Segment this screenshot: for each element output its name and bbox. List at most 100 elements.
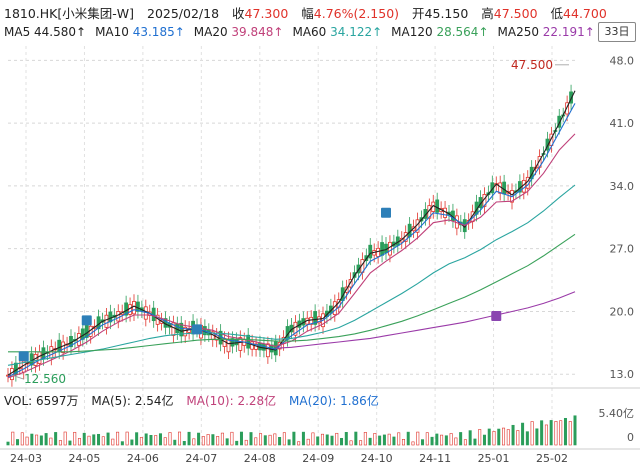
- volume-bar: [421, 439, 425, 446]
- volume-bar: [497, 428, 501, 446]
- volume-bar: [44, 433, 48, 446]
- volume-bar: [459, 432, 463, 446]
- volume-bar: [39, 435, 43, 446]
- candle-body: [238, 337, 243, 351]
- volume-bar: [82, 432, 86, 446]
- volume-bar: [282, 432, 286, 446]
- vol-ma5-label: MA(5):: [91, 394, 131, 408]
- volume-bar: [6, 441, 10, 446]
- volume-bar: [382, 434, 386, 446]
- volume-bar: [363, 432, 367, 446]
- volume-bar: [211, 434, 215, 446]
- vol-ma20-label: MA(20):: [289, 394, 337, 408]
- volume-bar: [111, 438, 115, 446]
- volume-bar: [430, 436, 434, 446]
- volume-bar: [116, 431, 120, 446]
- volume-bar: [473, 438, 477, 446]
- volume-bar: [535, 428, 539, 446]
- volume-bar: [435, 433, 439, 446]
- x-tick-label: 24-06: [127, 452, 159, 465]
- volume-bar: [368, 437, 372, 446]
- x-tick-label: 25-01: [478, 452, 510, 465]
- ma-legend-label: MA120: [391, 25, 437, 39]
- volume-bar: [344, 432, 348, 446]
- volume-bar: [397, 432, 401, 446]
- high-value: 47.500: [493, 6, 538, 21]
- candle-body: [171, 322, 176, 336]
- volume-bar: [349, 440, 353, 446]
- volume-bar: [144, 433, 148, 446]
- volume-bar: [468, 430, 472, 446]
- volume-bar: [387, 433, 391, 446]
- candle-body: [356, 264, 361, 274]
- volume-legend: VOL: 6597万 MA(5): 2.54亿 MA(10): 2.28亿 MA…: [4, 392, 379, 409]
- volume-bar: [549, 420, 553, 446]
- volume-bar: [540, 420, 544, 446]
- candle-body: [37, 351, 42, 364]
- volume-bar: [158, 433, 162, 446]
- volume-bar: [287, 439, 291, 446]
- x-tick-label: 24-10: [361, 452, 393, 465]
- candle-body: [76, 333, 81, 346]
- volume-bar: [130, 439, 134, 446]
- volume-bar: [416, 431, 420, 446]
- candle-body: [183, 326, 188, 337]
- volume-bar: [259, 433, 263, 446]
- volume-bar: [197, 432, 201, 446]
- volume-bar: [316, 436, 320, 446]
- volume-bar: [411, 441, 415, 446]
- volume-bar: [320, 433, 324, 446]
- volume-bar: [35, 434, 39, 446]
- volume-bar: [254, 437, 258, 446]
- volume-bar: [449, 433, 453, 446]
- candle-body: [569, 91, 573, 104]
- volume-bar: [154, 435, 158, 446]
- volume-bar: [511, 424, 515, 446]
- vol-ma10-value: 2.28亿: [237, 394, 277, 408]
- vol-ma5-value: 2.54亿: [134, 394, 174, 408]
- vol-label: VOL:: [4, 394, 33, 408]
- volume-bar: [311, 432, 315, 446]
- volume-bar: [25, 436, 29, 446]
- volume-bar: [163, 437, 167, 446]
- volume-bar: [516, 430, 520, 446]
- volume-bar: [425, 432, 429, 446]
- candle-body: [435, 199, 440, 213]
- volume-bar: [325, 434, 329, 446]
- candle-body: [104, 314, 109, 328]
- ma-legend-label: MA5: [4, 25, 35, 39]
- stock-symbol: 1810.HK[小米集团-W]: [4, 6, 135, 21]
- low-value: 44.700: [563, 6, 607, 21]
- vol-ma20-value: 1.86亿: [340, 394, 379, 408]
- candle-body: [380, 242, 384, 256]
- volume-bar: [187, 431, 191, 446]
- vol-value: 6597万: [36, 394, 79, 408]
- close-label: 收: [232, 6, 245, 21]
- volume-bar: [568, 421, 572, 446]
- volume-bar: [16, 439, 20, 446]
- ma-legend-value: 34.122↑: [330, 25, 383, 39]
- y-tick-label: 34.0: [610, 180, 635, 193]
- volume-bar: [502, 427, 506, 446]
- volume-bar: [230, 431, 234, 446]
- candle-body: [388, 241, 392, 256]
- volume-bar: [273, 433, 277, 446]
- candle-body: [179, 322, 184, 337]
- volume-bar: [278, 436, 282, 446]
- candle-body: [317, 316, 321, 324]
- candle-body: [376, 247, 381, 257]
- ma-legend-label: MA250: [497, 25, 543, 39]
- volume-bar: [401, 439, 405, 446]
- volume-bar: [68, 440, 72, 446]
- ma-period-selector[interactable]: 33日: [598, 22, 636, 42]
- volume-bar: [235, 440, 239, 446]
- candle-body: [293, 321, 298, 336]
- y-tick-label: 41.0: [610, 117, 635, 130]
- volume-bar: [20, 432, 24, 446]
- event-marker-icon: [81, 315, 92, 326]
- change-value: 4.76%(2.150): [313, 6, 400, 21]
- volume-bar: [58, 440, 62, 446]
- volume-bar: [106, 432, 110, 446]
- x-tick-label: 24-11: [419, 452, 451, 465]
- candle-body: [230, 338, 235, 347]
